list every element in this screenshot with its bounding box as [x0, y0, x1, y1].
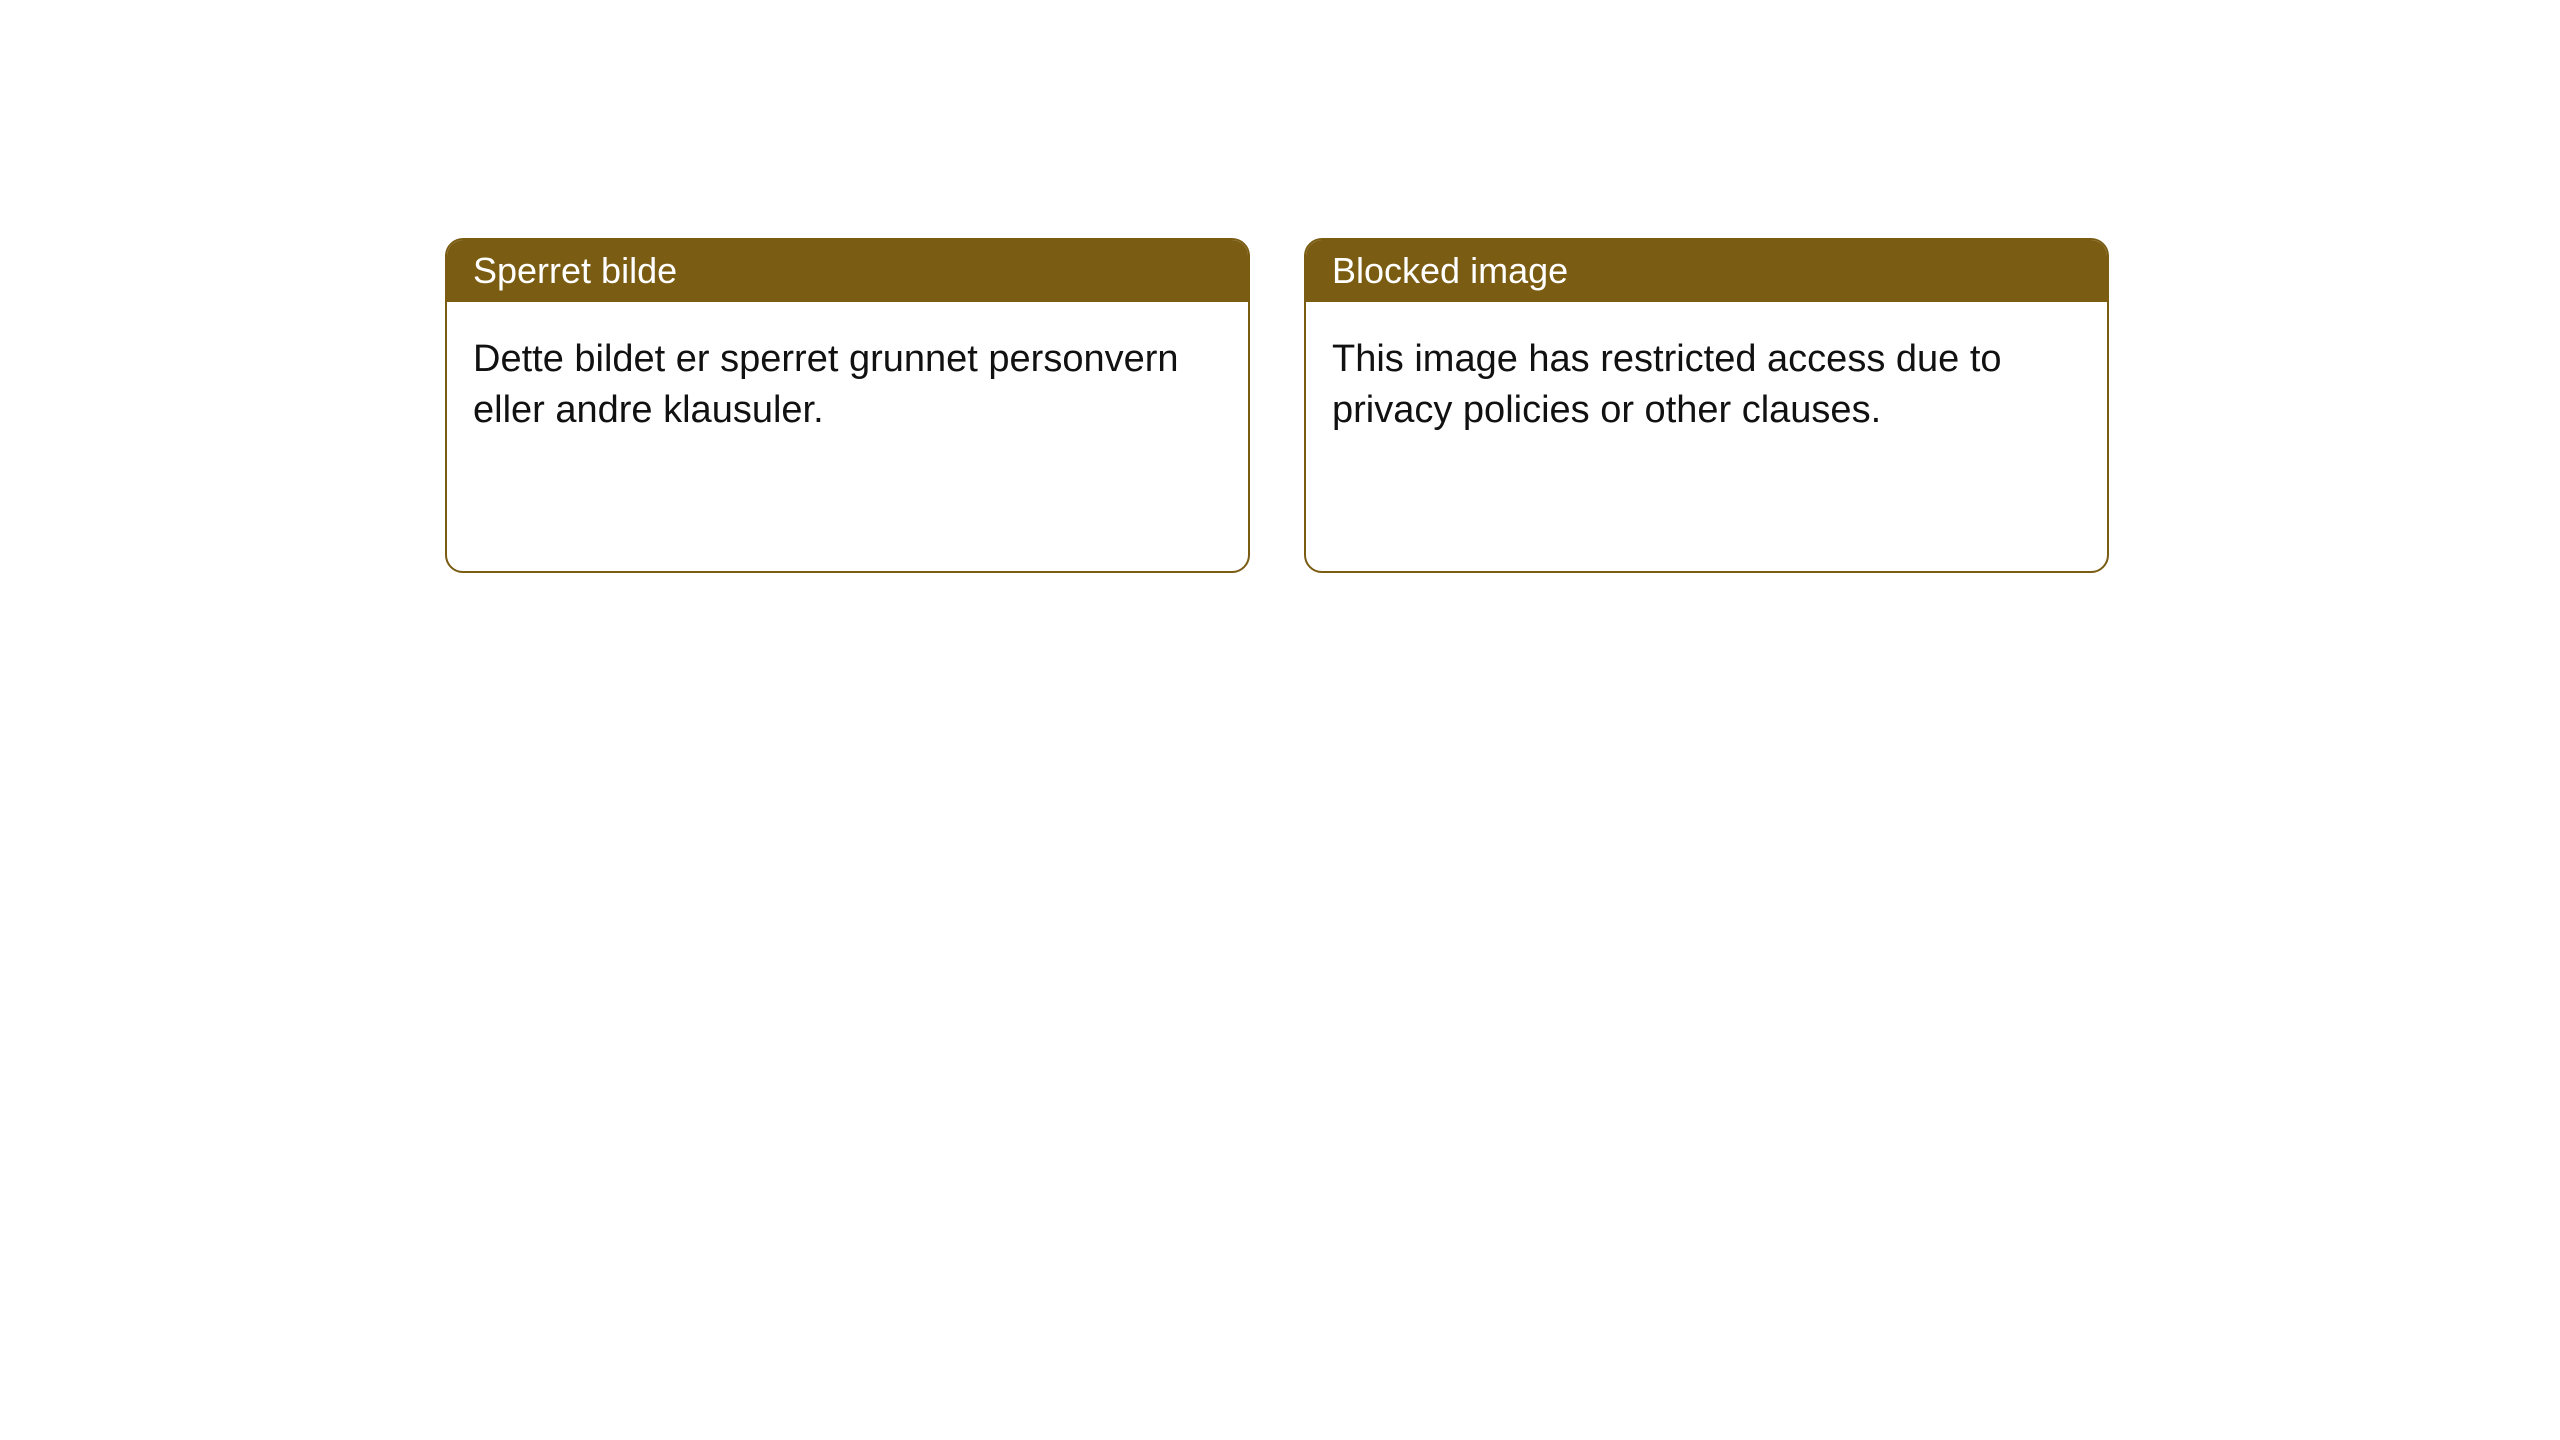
- notice-header-en: Blocked image: [1306, 240, 2107, 302]
- notice-body-en: This image has restricted access due to …: [1306, 302, 2107, 469]
- notice-container: Sperret bilde Dette bildet er sperret gr…: [0, 0, 2560, 573]
- notice-header-no: Sperret bilde: [447, 240, 1248, 302]
- notice-card-no: Sperret bilde Dette bildet er sperret gr…: [445, 238, 1250, 573]
- notice-card-en: Blocked image This image has restricted …: [1304, 238, 2109, 573]
- notice-body-no: Dette bildet er sperret grunnet personve…: [447, 302, 1248, 469]
